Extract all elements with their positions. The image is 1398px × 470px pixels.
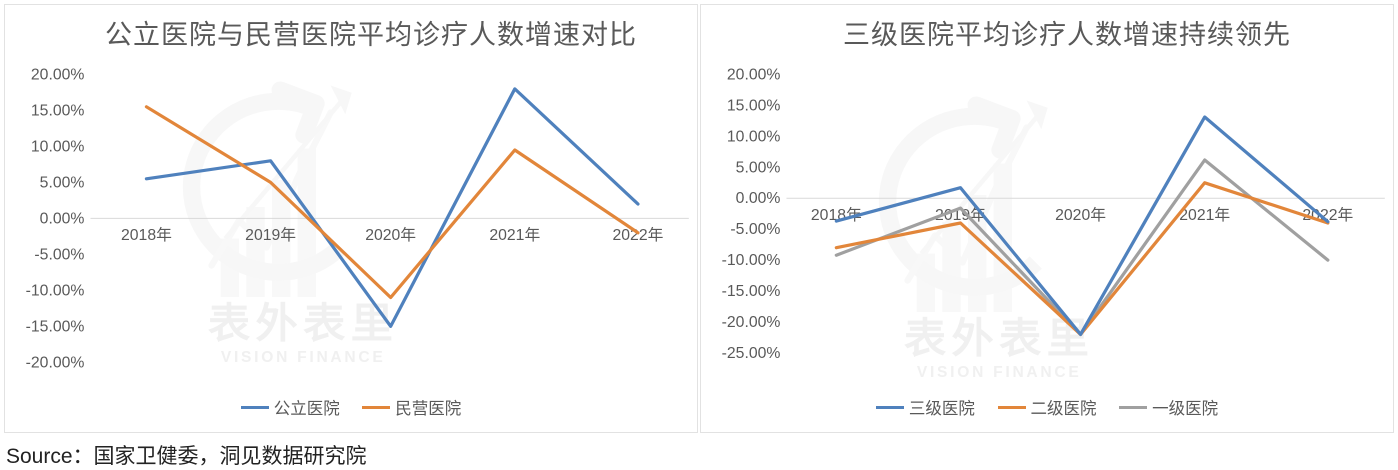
svg-text:-5.00%: -5.00% xyxy=(730,221,780,238)
svg-text:-15.00%: -15.00% xyxy=(26,318,85,335)
svg-text:-20.00%: -20.00% xyxy=(722,314,781,331)
svg-text:2019年: 2019年 xyxy=(245,226,296,244)
svg-text:VISION FINANCE: VISION FINANCE xyxy=(917,364,1082,381)
svg-text:-20.00%: -20.00% xyxy=(26,354,85,371)
svg-text:VISION FINANCE: VISION FINANCE xyxy=(221,349,386,366)
svg-text:2020年: 2020年 xyxy=(1055,206,1106,224)
svg-text:2021年: 2021年 xyxy=(1179,206,1230,224)
svg-text:5.00%: 5.00% xyxy=(40,175,85,192)
svg-text:0.00%: 0.00% xyxy=(736,190,781,207)
svg-text:5.00%: 5.00% xyxy=(736,159,781,176)
svg-text:2020年: 2020年 xyxy=(365,226,416,244)
svg-text:15.00%: 15.00% xyxy=(31,103,85,120)
svg-text:-10.00%: -10.00% xyxy=(26,282,85,299)
svg-text:20.00%: 20.00% xyxy=(727,67,781,84)
svg-text:2021年: 2021年 xyxy=(489,226,540,244)
svg-text:10.00%: 10.00% xyxy=(31,139,85,156)
svg-text:-5.00%: -5.00% xyxy=(34,246,84,263)
svg-text:表外表里: 表外表里 xyxy=(208,300,398,347)
svg-text:-15.00%: -15.00% xyxy=(722,283,781,300)
svg-text:15.00%: 15.00% xyxy=(727,98,781,115)
svg-text:2022年: 2022年 xyxy=(613,226,664,244)
svg-text:-10.00%: -10.00% xyxy=(722,252,781,269)
svg-text:0.00%: 0.00% xyxy=(40,211,85,228)
svg-text:-25.00%: -25.00% xyxy=(722,345,781,362)
svg-text:2018年: 2018年 xyxy=(121,226,172,244)
svg-text:10.00%: 10.00% xyxy=(727,129,781,146)
svg-text:20.00%: 20.00% xyxy=(31,67,85,84)
